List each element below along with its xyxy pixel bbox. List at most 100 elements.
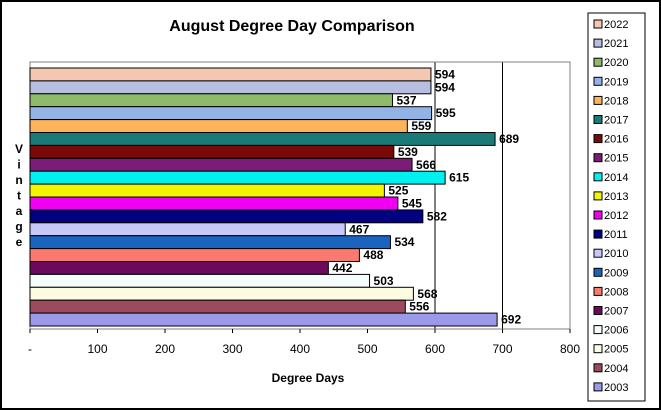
data-label-2016: 539: [398, 145, 418, 159]
y-axis-label-letter: t: [17, 189, 21, 203]
y-axis-label-letter: n: [15, 173, 22, 187]
legend-swatch-2007: [593, 306, 603, 315]
legend-swatch-2018: [593, 95, 603, 105]
data-label-2020: 537: [396, 93, 416, 107]
legend-label-2012: 2012: [604, 210, 628, 222]
legend-label-2004: 2004: [604, 363, 628, 375]
legend-swatch-2003: [593, 382, 603, 392]
bar-2015: [29, 157, 413, 172]
legend-label-2005: 2005: [604, 344, 628, 356]
legend-swatch-2010: [593, 248, 603, 258]
x-axis-label: Degree Days: [272, 371, 345, 385]
data-label-2017: 689: [499, 132, 519, 146]
legend-label-2003: 2003: [604, 382, 628, 394]
bar-2013: [29, 183, 385, 198]
legend-label-2007: 2007: [604, 306, 628, 318]
bar-2003: [29, 312, 498, 327]
legend-swatch-2017: [593, 115, 603, 124]
legend-swatch-2012: [593, 210, 603, 220]
legend-label-2006: 2006: [604, 325, 628, 337]
bar-2016: [29, 144, 395, 159]
x-tick-label: 300: [222, 342, 242, 356]
legend-label-2022: 2022: [604, 19, 628, 31]
legend-label-2014: 2014: [604, 172, 628, 184]
bar-2019: [29, 106, 433, 121]
data-label-2013: 525: [388, 184, 408, 198]
bar-2008: [29, 248, 360, 263]
legend-label-2018: 2018: [604, 95, 628, 107]
data-label-2021: 594: [435, 80, 455, 94]
legend-swatch-2009: [593, 267, 603, 277]
bar-2017: [29, 132, 496, 146]
legend-label-2016: 2016: [604, 134, 628, 146]
bars: [29, 67, 498, 327]
data-label-2015: 566: [416, 158, 436, 172]
legend: 2022 2021 2020 2019 2018 2017 2016 2015 2014 2013…: [593, 19, 628, 394]
y-axis-label-letter: g: [15, 220, 22, 234]
y-axis-label-letter: e: [16, 235, 23, 249]
legend-swatch-2013: [593, 191, 603, 201]
legend-swatch-2014: [593, 172, 603, 182]
data-label-2008: 488: [363, 248, 383, 262]
legend-label-2009: 2009: [604, 267, 628, 279]
bar-2011: [29, 209, 424, 224]
data-label-2012: 545: [402, 196, 422, 210]
bar-2020: [29, 93, 393, 108]
legend-swatch-2008: [593, 286, 603, 296]
x-tick-label: 100: [87, 342, 107, 356]
data-label-2019: 595: [436, 106, 456, 120]
legend-swatch-2016: [593, 134, 603, 144]
legend-swatch-2021: [593, 38, 603, 48]
legend-label-2019: 2019: [604, 76, 628, 88]
legend-label-2010: 2010: [604, 248, 628, 260]
legend-label-2015: 2015: [604, 153, 628, 165]
legend-label-2008: 2008: [604, 286, 628, 298]
x-tick-label: -: [28, 342, 32, 356]
bar-2021: [29, 80, 432, 95]
chart-title: August Degree Day Comparison: [169, 18, 414, 35]
bar-2022: [29, 67, 432, 82]
bar-2012: [29, 196, 399, 211]
data-label-2007: 442: [332, 261, 352, 275]
x-tick-label: 500: [357, 342, 377, 356]
bar-2009: [29, 235, 391, 250]
legend-swatch-2004: [593, 363, 603, 373]
legend-swatch-2020: [593, 57, 603, 67]
legend-label-2021: 2021: [604, 38, 628, 50]
bar-2005: [29, 286, 414, 301]
data-label-2010: 467: [349, 222, 369, 236]
data-label-2022: 594: [435, 67, 455, 81]
data-label-2003: 692: [501, 313, 521, 327]
x-tick-label: 200: [155, 342, 175, 356]
y-axis-label-letter: i: [17, 158, 20, 172]
bar-2014: [29, 170, 446, 185]
legend-label-2017: 2017: [604, 115, 628, 127]
bar-2006: [29, 273, 371, 288]
legend-swatch-2015: [593, 153, 603, 163]
data-label-2009: 534: [394, 235, 414, 249]
data-label-2005: 568: [417, 287, 437, 301]
bar-2018: [29, 119, 408, 133]
legend-swatch-2005: [593, 344, 603, 354]
data-label-2004: 556: [409, 300, 429, 314]
y-axis-label-letter: a: [16, 204, 23, 218]
legend-label-2013: 2013: [604, 191, 628, 203]
x-axis-ticks: - 100 200 300 400 500 600 700 800: [28, 329, 580, 356]
bar-2007: [29, 261, 329, 275]
legend-swatch-2006: [593, 325, 603, 335]
x-tick-label: 800: [560, 342, 580, 356]
data-label-2014: 615: [449, 171, 469, 185]
legend-swatch-2011: [593, 229, 603, 239]
data-label-2018: 559: [411, 119, 431, 133]
legend-label-2020: 2020: [604, 57, 628, 69]
bar-2004: [29, 299, 406, 314]
bar-2010: [29, 222, 346, 237]
x-tick-label: 700: [492, 342, 512, 356]
legend-swatch-2022: [593, 19, 603, 29]
data-label-2011: 582: [427, 209, 447, 223]
x-tick-label: 400: [290, 342, 310, 356]
